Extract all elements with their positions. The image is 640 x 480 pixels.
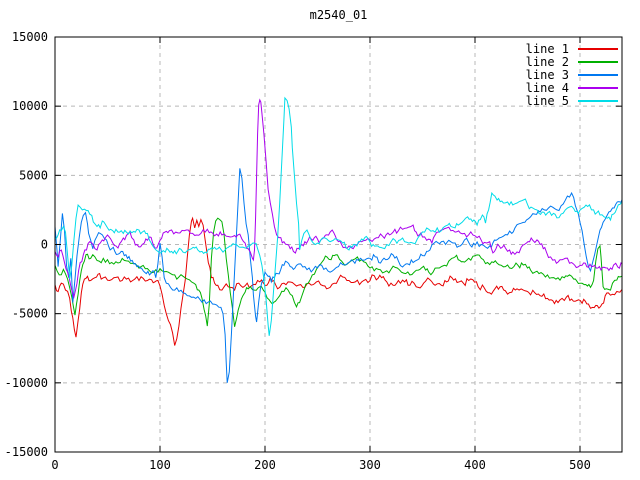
x-tick-label: 300: [359, 458, 381, 472]
x-tick-label: 0: [51, 458, 58, 472]
series-line-1: [55, 216, 622, 346]
legend-label: line 5: [525, 93, 569, 108]
legend-color-sample: [578, 86, 618, 89]
legend-color-sample: [578, 73, 618, 76]
series-line-5: [55, 96, 622, 336]
legend-color-sample: [578, 47, 618, 50]
legend-label: line 3: [525, 67, 569, 82]
legend-entry-line-1: line 1: [525, 41, 618, 56]
x-tick-label: 100: [149, 458, 171, 472]
legend-entry-line-5: line 5: [525, 93, 618, 108]
y-tick-label: 15000: [12, 30, 48, 44]
legend-color-sample: [578, 60, 618, 63]
y-tick-label: 0: [41, 238, 48, 252]
y-tick-label: -15000: [5, 445, 48, 459]
x-tick-label: 400: [464, 458, 486, 472]
chart-title: m2540_01: [309, 8, 368, 22]
y-tick-label: -5000: [12, 307, 48, 321]
series-line-3: [55, 168, 622, 383]
legend: line 1 line 2 line 3 line 4 line 5: [525, 41, 618, 108]
legend-label: line 1: [525, 41, 569, 56]
series-line-2: [55, 217, 622, 327]
legend-entry-line-2: line 2: [525, 54, 618, 69]
x-tick-label: 500: [569, 458, 591, 472]
y-tick-label: 5000: [19, 168, 48, 182]
legend-label: line 4: [525, 80, 569, 95]
legend-entry-line-3: line 3: [525, 67, 618, 82]
x-tick-label: 200: [254, 458, 276, 472]
legend-color-sample: [578, 99, 618, 102]
legend-label: line 2: [525, 54, 569, 69]
y-tick-label: -10000: [5, 376, 48, 390]
series-line-4: [55, 98, 622, 299]
legend-entry-line-4: line 4: [525, 80, 618, 95]
y-tick-label: 10000: [12, 99, 48, 113]
